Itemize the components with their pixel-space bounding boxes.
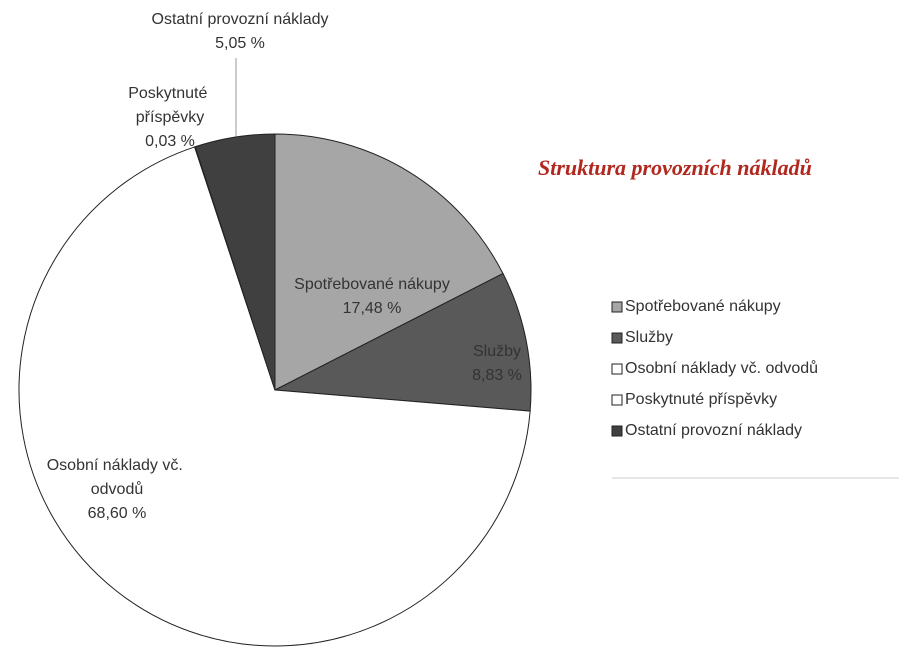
legend-label: Služby <box>625 329 673 346</box>
pie-slice <box>18 146 531 647</box>
slice-label: Ostatní provozní náklady <box>152 11 329 28</box>
slice-label: Osobní náklady vč. odvodů <box>47 457 188 498</box>
slice-value-label: 8,83 % <box>472 367 522 384</box>
legend-swatch <box>611 394 623 406</box>
legend-swatch <box>611 363 623 375</box>
pie-slice <box>194 133 276 391</box>
slice-label: Spotřebované nákupy <box>294 276 450 293</box>
legend-label: Poskytnuté příspěvky <box>625 391 777 408</box>
legend-label: Osobní náklady vč. odvodů <box>625 359 818 377</box>
slice-value-label: 0,03 % <box>145 133 195 150</box>
slice-value-label: 17,48 % <box>343 300 402 317</box>
legend-label: Ostatní provozní náklady <box>625 422 802 439</box>
chart-title: Struktura provozních nákladů <box>538 155 812 180</box>
legend-swatch <box>611 301 623 313</box>
slice-label: Poskytnuté příspěvky <box>128 85 212 126</box>
legend-label: Spotřebované nákupy <box>625 298 781 315</box>
pie-slice <box>274 133 504 391</box>
slice-value-label: 5,05 % <box>215 35 265 52</box>
legend-swatch <box>611 332 623 344</box>
slice-value-label: 68,60 % <box>88 505 147 522</box>
slice-label: Služby <box>473 343 521 360</box>
pie-slice <box>273 272 532 412</box>
legend-swatch <box>611 425 623 437</box>
